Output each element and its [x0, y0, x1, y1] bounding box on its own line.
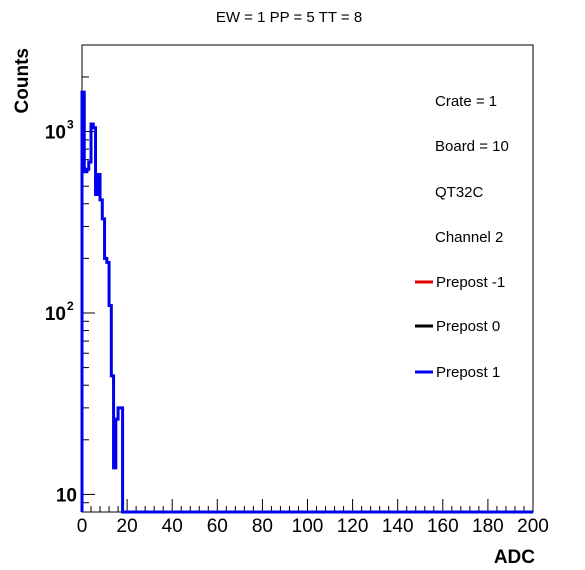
info-text: QT32C [435, 184, 484, 201]
series-group [80, 90, 533, 514]
legend-label: Prepost 1 [436, 364, 500, 381]
info-text: Crate = 1 [435, 93, 497, 110]
chart-title: EW = 1 PP = 5 TT = 8 [216, 9, 362, 26]
y-tick-label: 10 [45, 304, 66, 325]
y-tick-label: 10 [56, 485, 77, 506]
x-axis-ticks: 0 20 40 60 80 100 120 140 160 180 200 [77, 499, 549, 537]
y-tick-exponent: 2 [67, 299, 74, 313]
series-line [80, 90, 533, 514]
x-tick-label: 100 [292, 516, 324, 537]
legend-label: Prepost -1 [436, 274, 505, 291]
y-tick-label: 10 [45, 123, 66, 144]
legend-label: Prepost 0 [436, 318, 500, 335]
x-tick-label: 160 [427, 516, 459, 537]
x-axis-label: ADC [494, 547, 535, 568]
x-tick-label: 0 [77, 516, 88, 537]
y-tick-exponent: 3 [67, 118, 74, 132]
x-tick-label: 180 [472, 516, 504, 537]
x-tick-label: 40 [162, 516, 183, 537]
x-tick-label: 140 [382, 516, 414, 537]
x-tick-label: 200 [517, 516, 549, 537]
x-tick-label: 80 [252, 516, 273, 537]
x-tick-label: 120 [337, 516, 369, 537]
x-tick-label: 60 [207, 516, 228, 537]
y-axis-label: Counts [12, 48, 33, 113]
x-tick-label: 20 [117, 516, 138, 537]
info-text: Channel 2 [435, 229, 503, 246]
info-text-group: Crate = 1 Board = 10 QT32C Channel 2 [435, 93, 509, 246]
info-text: Board = 10 [435, 138, 509, 155]
legend: Prepost -1 Prepost 0 Prepost 1 [415, 274, 505, 381]
